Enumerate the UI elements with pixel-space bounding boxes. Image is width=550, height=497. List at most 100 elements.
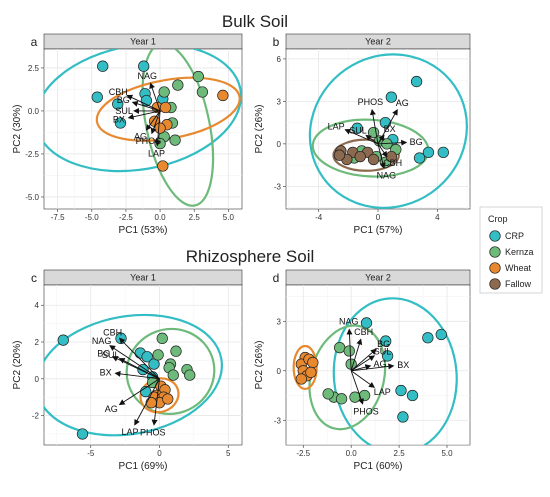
y-tick-label: 0.0 bbox=[28, 107, 40, 116]
loading-label-lap: LAP bbox=[374, 387, 391, 397]
x-tick-label: 5 bbox=[226, 449, 231, 458]
point-kernza bbox=[170, 345, 182, 357]
point-kernza bbox=[167, 369, 179, 381]
loading-arrow-nag bbox=[346, 328, 353, 371]
ellipse-crp bbox=[332, 297, 458, 445]
x-tick-label: 0.0 bbox=[155, 213, 167, 222]
ellipse-kernza bbox=[125, 327, 216, 416]
x-tick-label: 0 bbox=[376, 213, 381, 222]
loading-label-phos: PHOS bbox=[358, 97, 384, 107]
y-tick-label: -2.5 bbox=[25, 150, 39, 159]
crop-legend: Crop CRP Kernza Wheat Fallow bbox=[479, 206, 543, 294]
loading-label-phos: PHOS bbox=[136, 136, 162, 146]
point-kernza bbox=[343, 345, 355, 357]
loading-label-phos: PHOS bbox=[140, 428, 166, 438]
y-axis-label: PC2 (20%) bbox=[12, 341, 23, 390]
y-tick-label: -2 bbox=[32, 412, 40, 421]
panel-b: Year 2 PHOS AG LAP SUL BX BG CBH NAG -4 0 4 -3 0 3 6 PC1… bbox=[254, 33, 471, 236]
point-kernza bbox=[335, 393, 348, 405]
y-tick-label: -3 bbox=[274, 182, 282, 191]
loading-arrow-lap bbox=[350, 370, 375, 388]
y-tick-label: -3 bbox=[274, 416, 282, 425]
point-wheat bbox=[307, 356, 319, 369]
y-axis-label: PC2 (26%) bbox=[254, 105, 265, 154]
legend-label-wheat: Wheat bbox=[505, 263, 532, 273]
loading-label-nag: NAG bbox=[339, 317, 359, 327]
loading-arrow-lap bbox=[134, 378, 160, 426]
x-tick-label: -4 bbox=[315, 213, 323, 222]
x-tick-label: 2.5 bbox=[394, 449, 406, 458]
loading-label-sul: SUL bbox=[374, 347, 392, 357]
legend-swatch-wheat bbox=[489, 262, 501, 274]
point-wheat bbox=[217, 89, 229, 102]
loading-label-cbh: CBH bbox=[103, 328, 122, 338]
ellipse-crp bbox=[308, 53, 468, 209]
loading-label-bx: BX bbox=[397, 360, 409, 370]
y-tick-label: 3 bbox=[277, 97, 282, 106]
loading-arrow-lap bbox=[344, 128, 379, 145]
point-crp bbox=[435, 328, 447, 341]
point-kernza bbox=[169, 134, 181, 146]
loading-arrow-bg bbox=[350, 348, 377, 372]
point-crp bbox=[422, 146, 435, 159]
x-tick-label: 0.0 bbox=[346, 449, 358, 458]
loading-label-bx: BX bbox=[113, 115, 125, 125]
x-tick-label: 2.5 bbox=[189, 213, 201, 222]
point-crp bbox=[114, 117, 127, 129]
loading-arrow-ag bbox=[118, 378, 160, 406]
bulk-soil-title: Bulk Soil bbox=[222, 12, 288, 31]
x-tick-label: -5 bbox=[87, 449, 95, 458]
y-tick-label: 3 bbox=[277, 317, 282, 326]
loading-arrow-cbh bbox=[350, 338, 363, 371]
point-crp bbox=[395, 384, 407, 397]
plot-area bbox=[285, 284, 471, 446]
loading-label-sul: SUL bbox=[115, 106, 133, 116]
panel-letter: c bbox=[31, 271, 37, 285]
x-tick-label: -2.5 bbox=[296, 449, 310, 458]
point-crp bbox=[410, 75, 423, 88]
loading-arrow-bx bbox=[127, 110, 161, 120]
point-crp bbox=[76, 428, 89, 440]
point-wheat bbox=[305, 366, 317, 379]
point-wheat bbox=[157, 160, 169, 172]
loading-label-nag: NAG bbox=[137, 71, 157, 81]
point-crp bbox=[437, 146, 449, 159]
legend-label-kernza: Kernza bbox=[505, 247, 534, 257]
point-kernza bbox=[156, 332, 168, 344]
y-tick-label: 0 bbox=[277, 367, 282, 376]
ellipse-crp bbox=[44, 49, 242, 173]
loading-arrow-nag bbox=[377, 143, 386, 169]
panel-letter: b bbox=[273, 35, 280, 49]
loading-arrow-lap bbox=[154, 110, 161, 147]
loading-arrow-nag bbox=[109, 345, 160, 380]
panel-letter: d bbox=[273, 271, 280, 285]
legend-label-crp: CRP bbox=[505, 231, 524, 241]
loading-label-ag: AG bbox=[134, 131, 147, 141]
loading-label-ag: AG bbox=[105, 404, 118, 414]
point-crp bbox=[397, 411, 409, 423]
loading-label-phos: PHOS bbox=[353, 406, 379, 416]
y-axis-label: PC2 (30%) bbox=[12, 105, 23, 154]
point-crp bbox=[91, 91, 103, 103]
x-axis-label: PC1 (60%) bbox=[354, 461, 403, 472]
point-wheat bbox=[295, 373, 307, 385]
y-tick-label: 6 bbox=[277, 55, 282, 64]
point-crp bbox=[381, 350, 394, 362]
point-crp bbox=[57, 334, 69, 346]
point-wheat bbox=[145, 397, 157, 409]
ellipse-wheat bbox=[292, 344, 318, 391]
legend-swatch-crp bbox=[489, 230, 501, 242]
y-tick-label: 2 bbox=[35, 338, 40, 347]
loading-label-bx: BX bbox=[384, 124, 396, 134]
point-crp bbox=[385, 91, 398, 103]
point-crp bbox=[422, 332, 434, 344]
legend-title: Crop bbox=[488, 214, 508, 224]
loading-label-nag: NAG bbox=[92, 336, 112, 346]
loading-arrow-sul bbox=[350, 355, 376, 372]
x-tick-label: -2.5 bbox=[119, 213, 133, 222]
loading-label-sul: SUL bbox=[102, 350, 120, 360]
loading-arrow-cbh bbox=[126, 94, 161, 112]
loading-arrow-cbh bbox=[377, 143, 388, 158]
